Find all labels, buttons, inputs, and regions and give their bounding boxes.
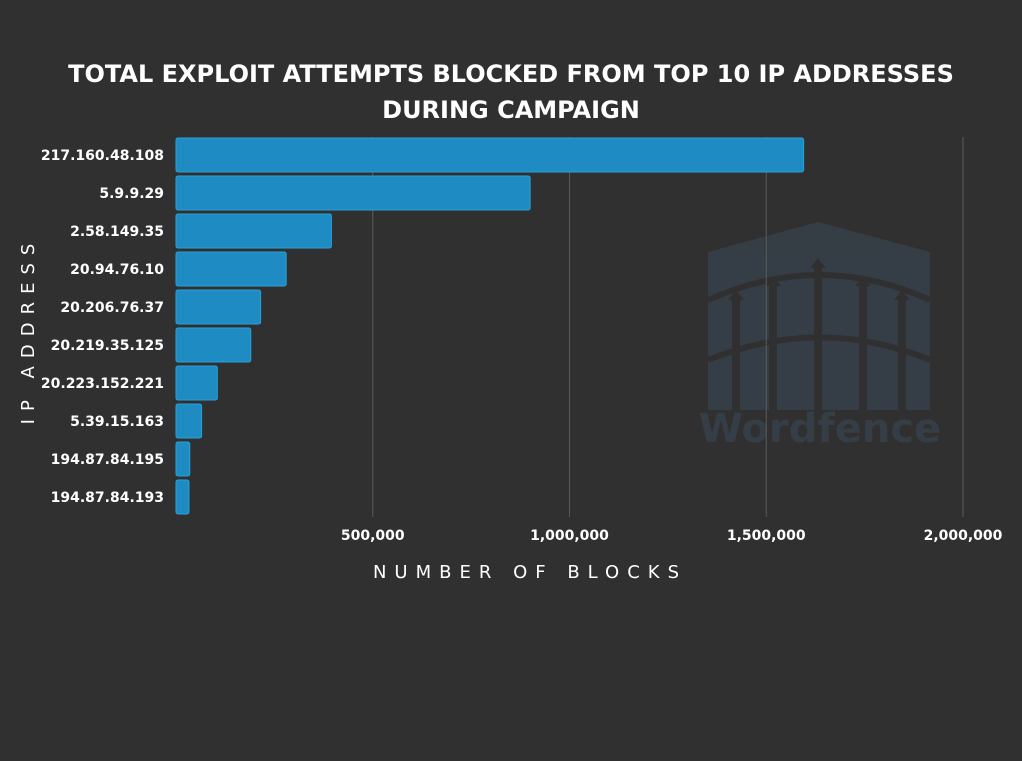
x-axis-title: NUMBER OF BLOCKS — [373, 562, 687, 583]
bar — [175, 213, 332, 249]
y-tick-label: 20.206.76.37 — [60, 300, 164, 316]
chart-title-line-1: TOTAL EXPLOIT ATTEMPTS BLOCKED FROM TOP … — [68, 60, 954, 88]
x-tick-label: 1,500,000 — [727, 528, 806, 544]
y-tick-label: 5.9.9.29 — [99, 186, 164, 202]
bar — [175, 479, 190, 515]
x-tick-labels: 500,000 1,000,000 1,500,000 2,000,000 — [341, 528, 1003, 544]
bars — [175, 137, 805, 515]
wordfence-watermark-logo: Wordfence — [699, 222, 941, 452]
y-tick-label: 194.87.84.195 — [51, 452, 164, 468]
wordfence-watermark-text: Wordfence — [699, 406, 941, 452]
y-tick-label: 20.223.152.221 — [41, 376, 164, 392]
y-axis-title: IP ADDRESS — [18, 236, 39, 425]
x-tick-label: 1,000,000 — [530, 528, 609, 544]
chart-title-line-2: DURING CAMPAIGN — [382, 96, 640, 124]
bar — [175, 327, 252, 363]
bar — [175, 251, 287, 287]
bar — [175, 441, 191, 477]
y-tick-label: 2.58.149.35 — [70, 224, 164, 240]
bar — [175, 175, 531, 211]
bar — [175, 289, 262, 325]
bar — [175, 365, 218, 401]
y-tick-label: 5.39.15.163 — [70, 414, 164, 430]
x-tick-label: 2,000,000 — [924, 528, 1003, 544]
y-tick-label: 217.160.48.108 — [41, 148, 164, 164]
y-tick-label: 20.94.76.10 — [70, 262, 164, 278]
y-tick-labels: 217.160.48.108 5.9.9.29 2.58.149.35 20.94.7… — [41, 148, 164, 506]
y-tick-label: 20.219.35.125 — [51, 338, 164, 354]
bar — [175, 403, 203, 439]
bar — [175, 137, 805, 173]
chart-title: TOTAL EXPLOIT ATTEMPTS BLOCKED FROM TOP … — [0, 56, 1022, 128]
y-tick-label: 194.87.84.193 — [51, 490, 164, 506]
x-tick-label: 500,000 — [341, 528, 405, 544]
